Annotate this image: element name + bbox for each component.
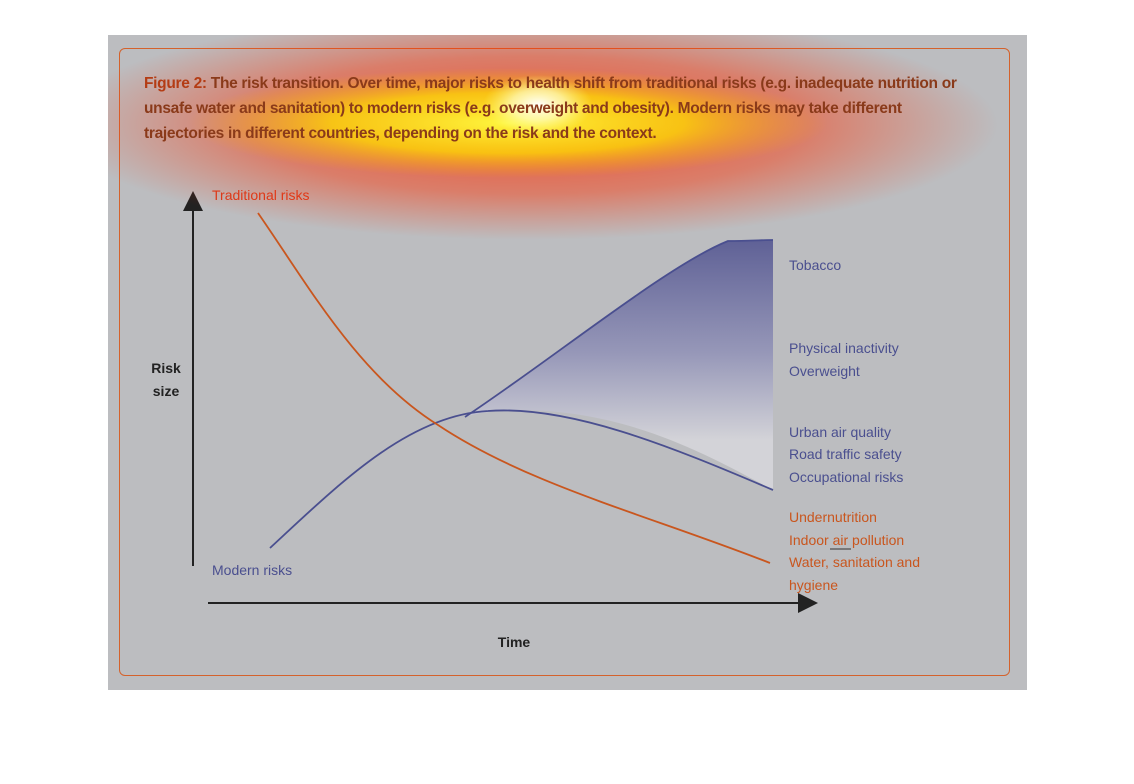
outcome-indoor-air-pollution: Indoor air pollution [789, 532, 904, 548]
modern-risk-fan [465, 240, 773, 490]
caption-lead: Figure 2: [144, 75, 207, 92]
y-axis-label-line2: size [153, 383, 180, 399]
outcome-hygiene: hygiene [789, 577, 838, 593]
figure-panel: Risk size Time Traditional risks Modern … [108, 35, 1027, 690]
caption-text: The risk transition. Over time, major ri… [144, 75, 957, 142]
modern-risks-curve [269, 409, 774, 549]
y-axis-label-line1: Risk [151, 360, 181, 376]
figure-caption: Figure 2: The risk transition. Over time… [144, 71, 964, 146]
outcome-road-traffic-safety: Road traffic safety [789, 446, 902, 462]
x-axis-label: Time [498, 634, 531, 650]
modern-risk-upper-curve [464, 239, 774, 418]
outcome-urban-air-quality: Urban air quality [789, 424, 891, 440]
traditional-risks-curve [257, 212, 771, 564]
outcome-tobacco: Tobacco [789, 257, 841, 273]
outcome-occupational-risks: Occupational risks [789, 469, 903, 485]
outcome-water-sanitation: Water, sanitation and [789, 554, 920, 570]
outcome-undernutrition: Undernutrition [789, 509, 877, 525]
outcome-overweight: Overweight [789, 363, 860, 379]
traditional-risks-label: Traditional risks [212, 187, 310, 203]
outcome-physical-inactivity: Physical inactivity [789, 340, 899, 356]
modern-risks-label: Modern risks [212, 562, 292, 578]
